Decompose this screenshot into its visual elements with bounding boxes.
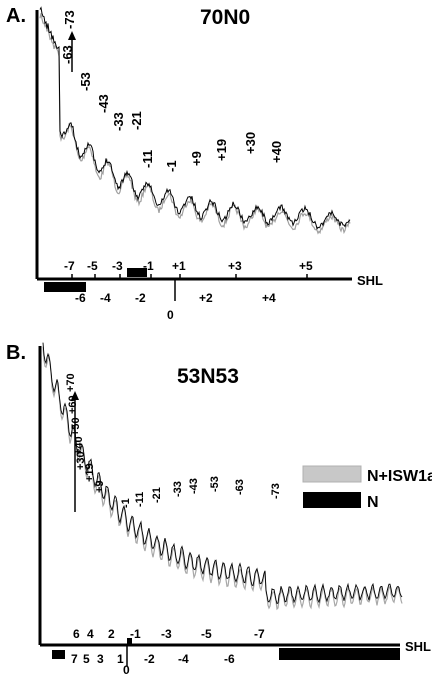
panel-b-shl-tick-bottom: -2: [144, 652, 155, 666]
panel-a-arrowhead: [68, 31, 76, 40]
panel-a: A. 70N0 SHL -73 -63-53-43-33 -21 -11 -1 +9 +19…: [6, 5, 383, 322]
panel-b-region-bar-2: [127, 638, 132, 644]
panel-a-series-black-trace: [39, 6, 351, 231]
panel-b-peak-label: +9: [94, 480, 106, 493]
panel-b-peak-label: -63: [234, 479, 246, 495]
panel-b-shl-tick-top: -7: [254, 627, 265, 641]
panel-b-peak-label: +19: [84, 463, 96, 482]
panel-a-peak-label: -1: [164, 160, 179, 172]
panel-b-peak-label: -33: [172, 481, 184, 497]
panel-b-shl-tick-top: -5: [201, 627, 212, 641]
panel-b-peak-label: +40: [73, 436, 85, 455]
panel-a-shl-tick-top: -5: [87, 259, 98, 273]
panel-a-peak-label: -21: [129, 111, 144, 130]
panel-b-shl-tick-bottom: 7: [71, 652, 78, 666]
panel-b-shl-tick-bottom: 1: [117, 652, 124, 666]
panel-a-shl-tick-top: +1: [172, 259, 186, 273]
panel-b-peak-label: -43: [188, 478, 200, 494]
panel-a-peak-label: -63: [60, 45, 75, 64]
panel-a-shl-tick-top: -1: [143, 259, 154, 273]
panel-b-shl-tick-top: -1: [130, 627, 141, 641]
panel-b-peak-label: +30: [75, 451, 87, 470]
panel-b-peak-label: +70: [65, 373, 77, 392]
legend-label-n: N: [367, 494, 379, 511]
panel-a-shl-tick-bottom: -4: [100, 291, 111, 305]
panel-a-peak-label: -53: [78, 72, 93, 91]
panel-b-peak-label: +50: [70, 417, 82, 436]
panel-a-peak-label: -33: [111, 112, 126, 131]
panel-b-peak-label: -21: [151, 487, 163, 503]
panel-a-peak-label: +19: [214, 139, 229, 161]
panel-a-title: 70N0: [200, 6, 250, 29]
panel-b-shl-tick-bottom: -6: [224, 652, 235, 666]
panel-b-region-bar-1: [52, 650, 65, 659]
panel-b-shl-tick-bottom: 0: [123, 663, 130, 676]
panel-a-shl-tick-bottom: -2: [135, 291, 146, 305]
panel-a-letter: A.: [6, 5, 26, 27]
panel-b-shl-tick-bottom: -4: [178, 652, 189, 666]
panel-a-peak-label: +40: [269, 141, 284, 163]
panel-a-peak-label: +9: [189, 151, 204, 166]
panel-a-shl-tick-bottom: +2: [199, 291, 213, 305]
panel-b-peak-label: -53: [209, 476, 221, 492]
panel-b-shl-tick-bottom: 5: [83, 652, 90, 666]
panel-b-shl-tick-bottom: 3: [97, 652, 104, 666]
panel-b-series-black-trace: [42, 342, 403, 605]
panel-b-letter: B.: [6, 342, 26, 364]
panel-b-region-bar-3: [279, 648, 400, 660]
panel-a-shl-tick-bottom: -6: [75, 291, 86, 305]
legend-swatch-n-isw1a: [302, 465, 362, 483]
panel-a-shl-tick-top: -7: [64, 259, 75, 273]
panel-a-series-gray-trace: [39, 13, 351, 235]
panel-a-peak-label: +30: [243, 132, 258, 154]
panel-a-peak-label: -11: [140, 150, 155, 168]
panel-b-shl-tick-top: 2: [108, 627, 115, 641]
panel-b-title: 53N53: [177, 365, 239, 388]
panel-a-shl-tick-bottom: +4: [262, 291, 276, 305]
panel-b-shl-tick-top: 6: [73, 627, 80, 641]
panel-b-peak-label: -1: [120, 498, 132, 508]
panel-b-shl-tick-top: 4: [87, 627, 94, 641]
panel-b-shl-label: SHL: [405, 639, 431, 654]
panel-a-region-bar-2: [127, 268, 147, 277]
panel-b-peak-label: +60: [67, 395, 79, 414]
panel-a-peak-label: -43: [96, 94, 111, 113]
panel-b-peak-label: -73: [270, 483, 282, 499]
legend-swatch-n: [303, 492, 361, 508]
panel-a-peak-label: -73: [62, 10, 77, 29]
panel-a-shl-label: SHL: [357, 273, 383, 288]
panel-a-region-bar-1: [44, 282, 86, 292]
panel-b-peak-label: -11: [134, 492, 146, 507]
legend-label-n-isw1a: N+ISW1a: [367, 468, 432, 485]
panel-a-shl-tick-top: +5: [299, 259, 313, 273]
panel-a-shl-tick-bottom: 0: [167, 308, 174, 322]
panel-a-shl-tick-top: -3: [112, 259, 123, 273]
panel-a-shl-tick-top: +3: [228, 259, 242, 273]
panel-b-arrowhead: [71, 391, 79, 400]
panel-b: B. 53N53 SHL N+ISW1a N +70 +60 +50+40+30+1…: [6, 342, 432, 676]
panel-b-shl-tick-top: -3: [161, 627, 172, 641]
